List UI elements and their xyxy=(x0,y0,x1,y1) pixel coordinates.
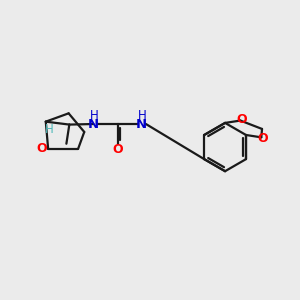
Text: O: O xyxy=(257,132,268,145)
Text: H: H xyxy=(138,109,147,122)
Text: H: H xyxy=(45,123,54,136)
Text: N: N xyxy=(88,118,99,130)
Text: H: H xyxy=(90,109,98,122)
Text: O: O xyxy=(112,143,123,156)
Text: N: N xyxy=(136,118,147,130)
Text: O: O xyxy=(237,112,247,126)
Text: O: O xyxy=(36,142,47,155)
